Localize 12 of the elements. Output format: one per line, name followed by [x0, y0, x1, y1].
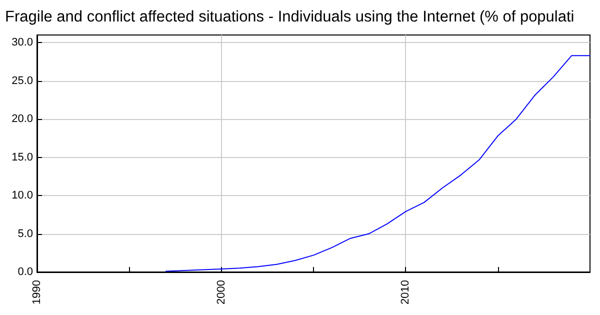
y-tick-label: 5.0: [18, 228, 33, 240]
y-tick-label: 30.0: [12, 36, 33, 49]
y-tick-label: 0.0: [18, 266, 33, 278]
y-tick-label: 25.0: [12, 74, 33, 87]
y-tick-label: 15.0: [12, 151, 33, 164]
chart-title: Fragile and conflict affected situations - Individuals using the Internet (% of populati: [5, 8, 574, 26]
x-tick-label: 2000: [215, 280, 228, 304]
x-tick-label: 1990: [31, 280, 43, 304]
y-tick-label: 10.0: [12, 190, 33, 202]
line-series: [166, 55, 590, 272]
y-tick-label: 20.0: [12, 113, 33, 126]
x-tick-label: 2010: [400, 280, 412, 304]
